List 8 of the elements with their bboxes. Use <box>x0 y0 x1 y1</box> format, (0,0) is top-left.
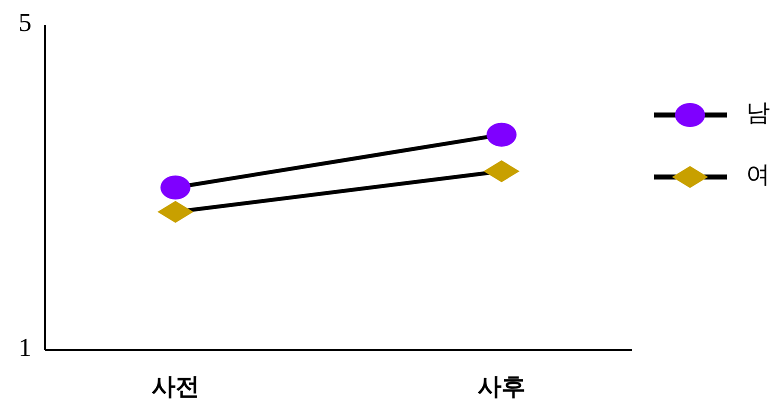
x-tick-label: 사전 <box>151 374 200 401</box>
y-tick-label: 1 <box>18 332 32 362</box>
legend-label: 여 <box>746 162 770 189</box>
y-tick-label: 5 <box>18 8 32 37</box>
legend-label: 남 <box>746 100 770 127</box>
point <box>160 176 190 200</box>
point <box>486 122 517 147</box>
x-tick-label: 사후 <box>478 374 526 401</box>
